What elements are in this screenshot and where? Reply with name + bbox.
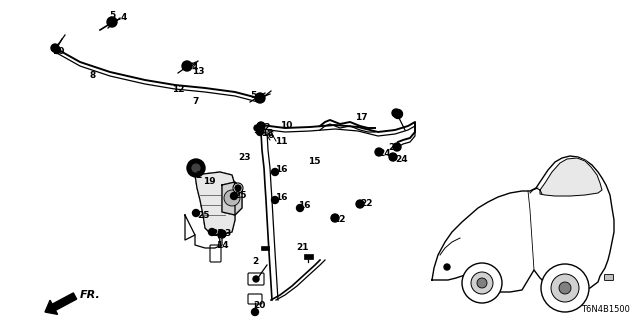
Polygon shape	[432, 156, 614, 292]
Circle shape	[394, 109, 403, 118]
Circle shape	[257, 129, 264, 135]
Text: 14: 14	[216, 242, 228, 251]
FancyBboxPatch shape	[210, 245, 221, 262]
FancyBboxPatch shape	[605, 275, 614, 281]
Circle shape	[296, 204, 303, 212]
Text: 12: 12	[258, 124, 271, 132]
Circle shape	[477, 278, 487, 288]
Circle shape	[462, 263, 502, 303]
Circle shape	[233, 183, 243, 193]
Circle shape	[187, 159, 205, 177]
Circle shape	[389, 153, 397, 161]
Text: 23: 23	[238, 154, 250, 163]
Text: 15: 15	[308, 157, 321, 166]
Circle shape	[235, 185, 241, 191]
Circle shape	[551, 274, 579, 302]
Circle shape	[253, 276, 259, 282]
Circle shape	[218, 230, 226, 238]
Text: 16: 16	[275, 194, 287, 203]
Text: 20: 20	[253, 301, 266, 310]
Circle shape	[471, 272, 493, 294]
Text: 6: 6	[268, 132, 275, 140]
Text: 19: 19	[203, 178, 216, 187]
FancyBboxPatch shape	[261, 246, 269, 250]
Text: 17: 17	[355, 114, 367, 123]
Polygon shape	[540, 158, 602, 196]
Text: 21: 21	[296, 244, 308, 252]
Text: 25: 25	[234, 191, 246, 201]
Circle shape	[393, 143, 401, 151]
Text: 5: 5	[109, 11, 115, 20]
Text: 24: 24	[378, 149, 390, 158]
Circle shape	[54, 46, 61, 53]
Circle shape	[559, 282, 571, 294]
Text: 8: 8	[89, 71, 95, 81]
Text: 5: 5	[250, 92, 256, 100]
Circle shape	[252, 308, 259, 316]
Text: 4: 4	[192, 63, 198, 73]
Text: 7: 7	[192, 97, 198, 106]
Text: 13: 13	[192, 68, 205, 76]
Circle shape	[224, 190, 240, 206]
Text: 25: 25	[211, 229, 223, 238]
Circle shape	[107, 17, 117, 27]
FancyBboxPatch shape	[248, 273, 264, 285]
Polygon shape	[195, 172, 235, 235]
Text: FR.: FR.	[80, 290, 100, 300]
Text: 1: 1	[195, 171, 201, 180]
Text: 16: 16	[298, 201, 310, 210]
Text: 25: 25	[197, 212, 209, 220]
FancyArrow shape	[45, 293, 77, 314]
Text: 3: 3	[224, 229, 230, 238]
Text: 22: 22	[360, 199, 372, 209]
Circle shape	[271, 196, 278, 204]
Text: 4: 4	[121, 13, 127, 22]
Circle shape	[209, 228, 216, 236]
Text: 2: 2	[252, 258, 259, 267]
FancyBboxPatch shape	[248, 294, 262, 304]
Text: 24: 24	[388, 143, 401, 153]
Text: 16: 16	[275, 165, 287, 174]
Circle shape	[191, 163, 201, 173]
Circle shape	[331, 214, 339, 222]
Circle shape	[392, 109, 400, 117]
Text: 24: 24	[395, 156, 408, 164]
Circle shape	[444, 264, 450, 270]
Circle shape	[255, 93, 265, 103]
Circle shape	[254, 125, 260, 131]
Circle shape	[230, 193, 237, 199]
Text: 11: 11	[275, 138, 287, 147]
Circle shape	[356, 200, 364, 208]
Text: 18: 18	[261, 129, 273, 138]
FancyBboxPatch shape	[303, 253, 312, 259]
Text: 12: 12	[172, 84, 184, 93]
Text: 22: 22	[333, 215, 346, 225]
Text: 4: 4	[259, 95, 266, 105]
Circle shape	[182, 61, 192, 71]
Circle shape	[271, 169, 278, 175]
Polygon shape	[222, 182, 242, 215]
Circle shape	[193, 210, 200, 217]
Circle shape	[51, 44, 59, 52]
Circle shape	[375, 148, 383, 156]
Text: T6N4B1500: T6N4B1500	[581, 305, 630, 314]
Circle shape	[541, 264, 589, 312]
Circle shape	[257, 122, 265, 130]
Text: 10: 10	[280, 122, 292, 131]
Text: 9: 9	[393, 109, 399, 118]
Text: 10: 10	[52, 47, 65, 57]
